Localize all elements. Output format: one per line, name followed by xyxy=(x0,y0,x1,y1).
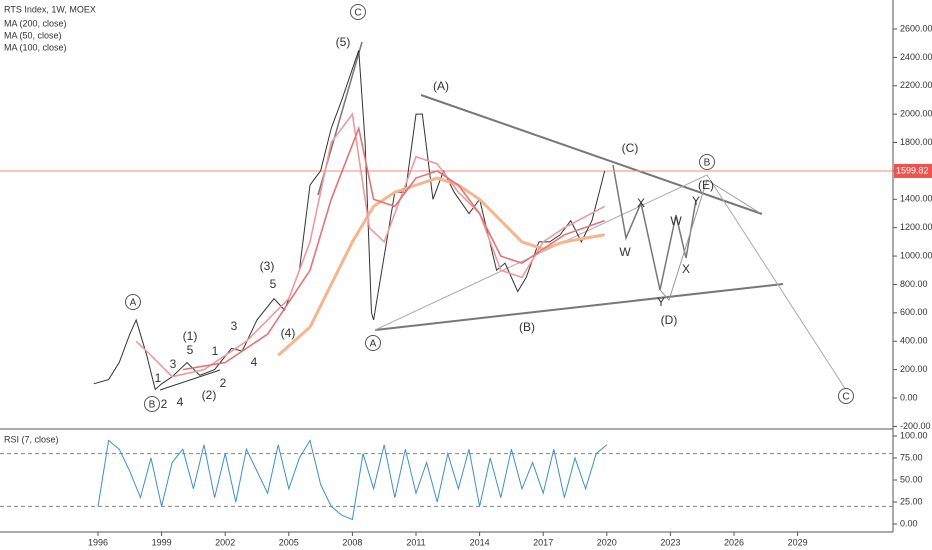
wave-label: (1) xyxy=(183,329,198,343)
wave-circle xyxy=(838,388,854,404)
trendline xyxy=(706,174,847,391)
x-tick-label: 1999 xyxy=(152,537,172,547)
wave-label: 1 xyxy=(155,371,162,385)
legend-title: RSI (7, close) xyxy=(4,434,59,444)
y-tick-label: -200.00 xyxy=(900,421,931,431)
wave-label: 1 xyxy=(212,344,219,358)
wave-circle xyxy=(125,294,141,310)
wave-label: X xyxy=(637,196,645,210)
wave-label: W xyxy=(619,245,631,259)
y-tick-label: 1400.00 xyxy=(900,194,932,204)
wave-label: (C) xyxy=(622,141,639,155)
wave-label: 3 xyxy=(170,357,177,371)
wave-label: (E) xyxy=(698,178,714,192)
wave-label: A xyxy=(370,339,377,350)
y-tick-label: 1000.00 xyxy=(900,250,932,260)
wave-label: (A) xyxy=(433,79,449,93)
wave-label: Y xyxy=(657,295,665,309)
wave-label: X xyxy=(682,262,690,276)
x-tick-label: 2017 xyxy=(533,537,553,547)
y-tick-label: 1200.00 xyxy=(900,222,932,232)
legend-item: MA (200, close) xyxy=(4,18,67,28)
last-price-box xyxy=(894,163,932,178)
wave-circle xyxy=(699,154,715,170)
last-price-label: 1599.82 xyxy=(896,165,929,175)
wave-label: W xyxy=(670,214,682,228)
x-tick-label: 2014 xyxy=(470,537,490,547)
y-tick-label: 2600.00 xyxy=(900,23,932,33)
wave-circle xyxy=(365,335,381,351)
wave-label: (5) xyxy=(336,35,351,49)
y-tick-label: 2400.00 xyxy=(900,52,932,62)
series-line xyxy=(93,50,606,391)
wave-label: 2 xyxy=(161,397,168,411)
y-tick-label: 75.00 xyxy=(900,452,923,462)
series-line xyxy=(97,439,608,521)
series-line xyxy=(277,176,605,357)
x-tick-label: 2011 xyxy=(406,537,425,547)
wave-circle xyxy=(144,396,160,412)
y-tick-label: 0.00 xyxy=(900,518,918,528)
x-tick-label: 2002 xyxy=(215,537,235,547)
x-tick-label: 2020 xyxy=(597,537,617,547)
y-tick-label: 0.00 xyxy=(900,392,918,402)
x-tick-label: 2023 xyxy=(660,537,680,547)
legend-title: RTS Index, 1W, MOEX xyxy=(4,4,96,14)
x-tick-label: 2008 xyxy=(342,537,362,547)
wave-label: (B) xyxy=(519,320,535,334)
wave-label: 5 xyxy=(270,277,277,291)
wave-label: C xyxy=(842,392,849,403)
wave-label: 3 xyxy=(231,319,238,333)
trendline xyxy=(374,283,784,331)
y-tick-label: 400.00 xyxy=(900,336,928,346)
y-tick-label: 1800.00 xyxy=(900,137,932,147)
y-tick-label: 200.00 xyxy=(900,364,928,374)
wave-label: 2 xyxy=(220,376,227,390)
wave-label: 5 xyxy=(187,343,194,357)
wave-label: B xyxy=(149,400,156,411)
series-line xyxy=(182,125,605,371)
wave-label: A xyxy=(130,298,137,309)
y-tick-label: 2200.00 xyxy=(900,80,932,90)
wave-circle xyxy=(350,4,366,20)
wave-label: 4 xyxy=(177,395,184,409)
series-line xyxy=(135,112,606,378)
wave-label: 4 xyxy=(251,355,258,369)
drawings xyxy=(159,41,847,391)
wave-projection xyxy=(659,179,761,301)
wave-label: (2) xyxy=(202,388,217,402)
x-tick-label: 2005 xyxy=(279,537,299,547)
y-tick-label: 2000.00 xyxy=(900,109,932,119)
x-tick-label: 2029 xyxy=(788,537,808,547)
trendline xyxy=(420,94,763,215)
y-tick-label: 25.00 xyxy=(900,496,923,506)
legend-item: MA (50, close) xyxy=(4,30,62,40)
y-tick-label: 800.00 xyxy=(900,279,928,289)
trendline xyxy=(159,369,221,391)
wave-label: (3) xyxy=(260,259,275,273)
x-tick-label: 1996 xyxy=(88,537,108,547)
x-tick-label: 2026 xyxy=(724,537,744,547)
wave-label: (D) xyxy=(661,313,678,327)
y-tick-label: 600.00 xyxy=(900,307,928,317)
y-tick-label: 100.00 xyxy=(900,430,928,440)
legend-item: MA (100, close) xyxy=(4,42,67,52)
wave-label: C xyxy=(354,8,361,19)
wave-label: (4) xyxy=(281,326,296,340)
trendline xyxy=(374,174,708,331)
wave-label: Y xyxy=(692,194,700,208)
y-tick-label: 50.00 xyxy=(900,474,923,484)
wave-label: B xyxy=(704,158,711,169)
